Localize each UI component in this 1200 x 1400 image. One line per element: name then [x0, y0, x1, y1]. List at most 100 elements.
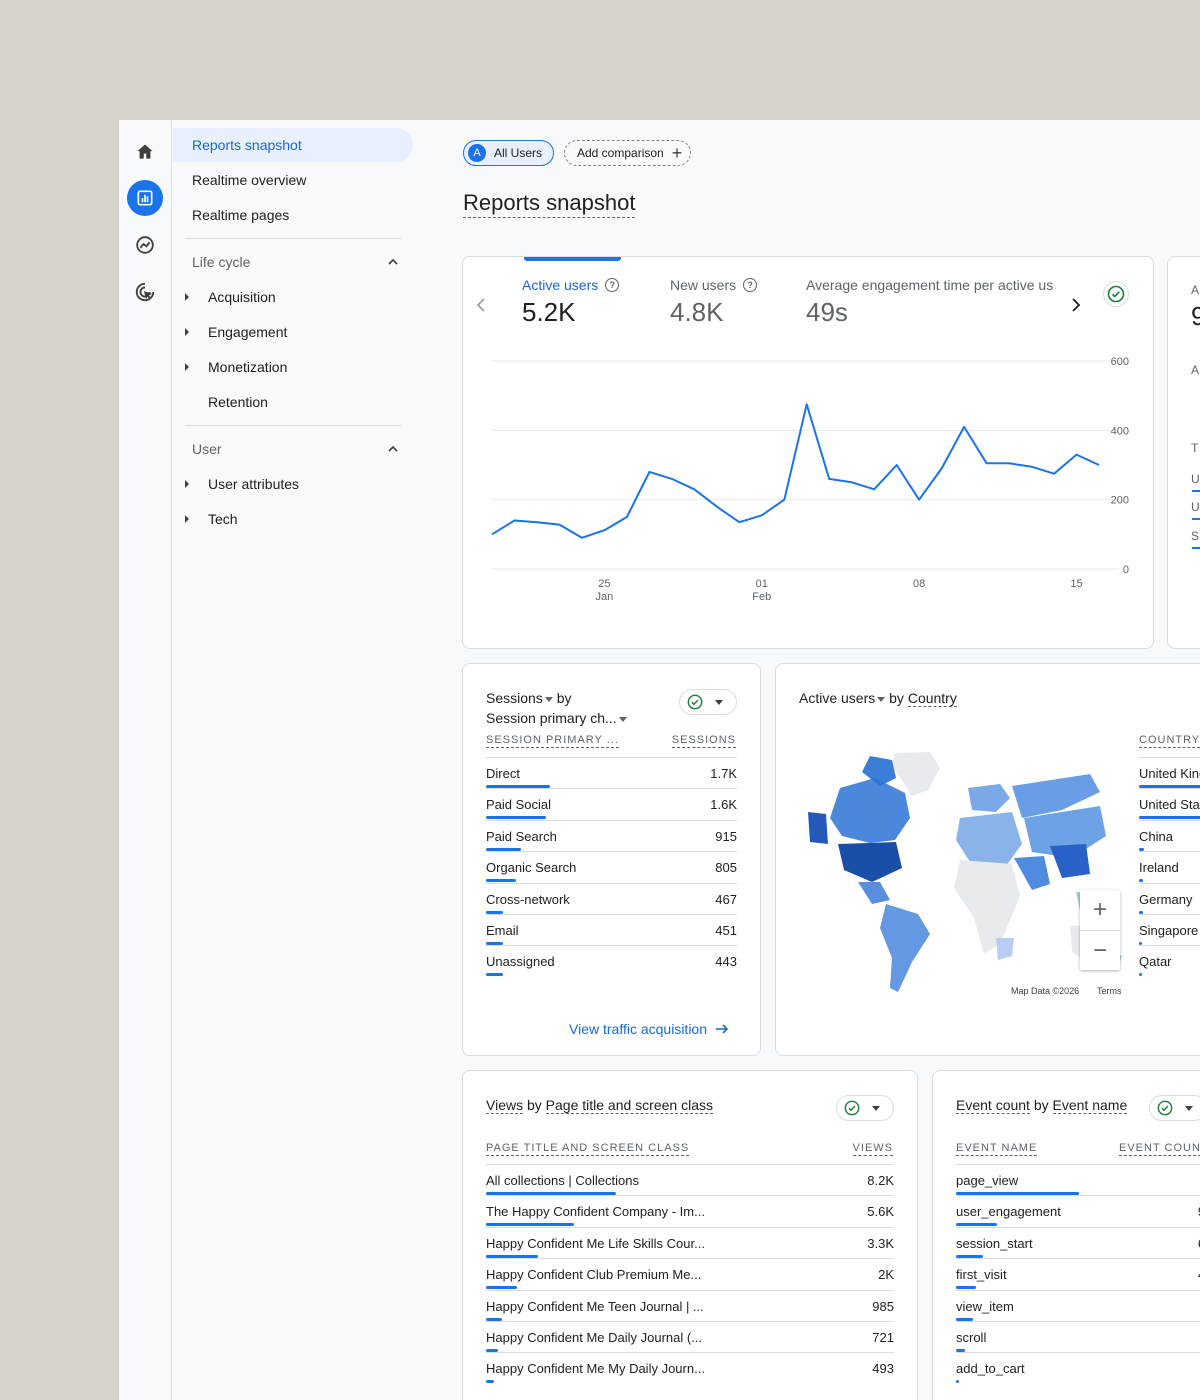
- row-bar: [956, 1380, 959, 1384]
- home-icon[interactable]: [127, 134, 163, 170]
- nav-item-reports-snapshot[interactable]: Reports snapshot: [173, 128, 413, 162]
- chevron-up-icon: [388, 258, 398, 265]
- table-row[interactable]: scroll2: [956, 1321, 1200, 1352]
- sessions-card: Sessions by Session primary ch... SESSIO…: [462, 663, 761, 1056]
- segment-label: All Users: [494, 146, 543, 160]
- table-row[interactable]: add_to_cart62: [956, 1352, 1200, 1384]
- zoom-out-button[interactable]: −: [1080, 930, 1120, 970]
- x-tick-label: 08: [913, 578, 925, 590]
- view-traffic-acquisition-link[interactable]: View traffic acquisition: [569, 1021, 729, 1037]
- row-value: 721: [872, 1330, 894, 1345]
- column-header[interactable]: PAGE TITLE AND SCREEN CLASS: [486, 1142, 690, 1156]
- chevron-left-icon[interactable]: [475, 297, 487, 313]
- table-row[interactable]: Email 451: [486, 914, 737, 945]
- card-options-button[interactable]: [1149, 1095, 1200, 1121]
- row-value: 443: [715, 954, 737, 970]
- table-row[interactable]: Happy Confident Me Life Skills Cour... 3.…: [486, 1226, 894, 1258]
- nav-section-life-cycle[interactable]: Life cycle: [173, 245, 413, 279]
- column-header[interactable]: EVENT NAME: [956, 1142, 1038, 1156]
- series-line-active-users[interactable]: [491, 403, 1100, 539]
- nav-section-user[interactable]: User: [173, 432, 413, 466]
- dimension-name[interactable]: Page title and screen class: [545, 1097, 713, 1114]
- advertising-icon[interactable]: [127, 274, 163, 310]
- nav-item-realtime-overview[interactable]: Realtime overview: [173, 163, 413, 197]
- card-options-button[interactable]: [679, 689, 737, 715]
- table-row[interactable]: Happy Confident Me My Daily Journ... 493: [486, 1352, 894, 1384]
- plus-icon: +: [671, 143, 683, 163]
- x-tick-sublabel: Feb: [752, 591, 771, 603]
- row-label: scroll: [956, 1330, 987, 1345]
- table-row[interactable]: session_start 6.4: [956, 1226, 1200, 1258]
- table-row[interactable]: Paid Social 1.6K: [486, 788, 737, 820]
- metric-selector[interactable]: Active users: [799, 690, 886, 706]
- metric-name[interactable]: Event count: [956, 1097, 1030, 1114]
- table-row[interactable]: All collections | Collections 8.2K: [486, 1164, 894, 1195]
- table-row[interactable]: The Happy Confident Company - Im... 5.6K: [486, 1195, 894, 1227]
- help-icon[interactable]: ?: [605, 278, 620, 292]
- nav-item-retention[interactable]: Retention: [173, 385, 413, 419]
- metric-name[interactable]: Views: [486, 1097, 524, 1114]
- nav-item-label: Reports snapshot: [192, 137, 302, 153]
- table-row[interactable]: Paid Search 915: [486, 819, 737, 851]
- table-row[interactable]: Ireland: [1139, 851, 1200, 883]
- dropdown-icon: [715, 699, 723, 705]
- row-bar: [486, 1380, 494, 1384]
- table-row[interactable]: Germany: [1139, 882, 1200, 914]
- nav-item-user-attributes[interactable]: User attributes: [173, 467, 413, 501]
- column-header[interactable]: EVENT COUN: [1119, 1142, 1200, 1156]
- table-row[interactable]: Unassigned 443: [486, 945, 737, 977]
- row-bar: [1192, 490, 1200, 492]
- help-icon[interactable]: ?: [743, 278, 758, 292]
- nav-item-realtime-pages[interactable]: Realtime pages: [173, 198, 413, 232]
- insights-check-button[interactable]: [1103, 281, 1129, 307]
- table-row[interactable]: Organic Search 805: [486, 851, 737, 883]
- table-row[interactable]: Singapore: [1139, 914, 1200, 945]
- row-value: 6.4: [1198, 1236, 1200, 1251]
- table-row[interactable]: user_engagement 9.4: [956, 1195, 1200, 1227]
- table-row[interactable]: China: [1139, 819, 1200, 851]
- explore-icon[interactable]: [127, 227, 163, 263]
- reports-icon[interactable]: [127, 180, 163, 216]
- row-value: 493: [872, 1361, 894, 1377]
- table-row[interactable]: Direct 1.7K: [486, 757, 737, 788]
- table-row[interactable]: United King: [1139, 757, 1200, 788]
- card-options-button[interactable]: [836, 1095, 894, 1121]
- dimension-selector[interactable]: Session primary ch...: [486, 710, 627, 726]
- dimension-name[interactable]: Event name: [1052, 1097, 1128, 1114]
- dimension-name: Session primary ch...: [486, 710, 617, 726]
- zoom-in-button[interactable]: +: [1092, 896, 1107, 923]
- table-row[interactable]: first_visit 4.8: [956, 1258, 1200, 1290]
- row-bar: [1139, 910, 1143, 914]
- column-header[interactable]: SESSIONS: [671, 734, 736, 748]
- table-row[interactable]: Happy Confident Me Teen Journal | ... 985: [486, 1289, 894, 1321]
- segment-chip-all-users[interactable]: A All Users: [463, 140, 554, 166]
- nav-item-monetization[interactable]: Monetization: [173, 350, 413, 384]
- table-row[interactable]: Happy Confident Club Premium Me... 2K: [486, 1258, 894, 1290]
- row-label: first_visit: [956, 1267, 1007, 1283]
- column-header[interactable]: COUNTRY: [1139, 734, 1200, 748]
- nav-item-tech[interactable]: Tech: [173, 502, 413, 536]
- table-row[interactable]: Cross-network 467: [486, 882, 737, 914]
- nav-item-acquisition[interactable]: Acquisition: [173, 280, 413, 314]
- metric-tab-active-users[interactable]: Active users? 5.2K: [522, 277, 620, 328]
- nav-item-engagement[interactable]: Engagement: [173, 315, 413, 349]
- dimension-name[interactable]: Country: [907, 690, 957, 707]
- nav-item-label: Acquisition: [208, 289, 276, 305]
- nav-item-label: Realtime pages: [192, 207, 290, 223]
- table-row[interactable]: Happy Confident Me Daily Journal (... 721: [486, 1321, 894, 1352]
- table-row[interactable]: United Stat: [1139, 788, 1200, 820]
- column-header[interactable]: VIEWS: [852, 1142, 893, 1156]
- chevron-right-icon[interactable]: [1070, 297, 1082, 313]
- row-bar: [1139, 973, 1142, 977]
- table-row[interactable]: view_item4: [956, 1289, 1200, 1321]
- add-comparison-button[interactable]: Add comparison +: [564, 140, 691, 166]
- metric-tab-engagement-time[interactable]: Average engagement time per active us 49…: [806, 277, 1060, 328]
- table-row[interactable]: page_view29: [956, 1164, 1200, 1195]
- metric-selector[interactable]: Sessions: [486, 690, 553, 706]
- column-header[interactable]: SESSION PRIMARY ...: [486, 734, 619, 748]
- nav-section-label: User: [192, 441, 222, 457]
- map-terms-link[interactable]: Terms: [1097, 986, 1122, 996]
- table-row[interactable]: Qatar: [1139, 945, 1200, 977]
- metric-tab-new-users[interactable]: New users? 4.8K: [670, 277, 758, 328]
- metric-name: Sessions: [486, 690, 543, 706]
